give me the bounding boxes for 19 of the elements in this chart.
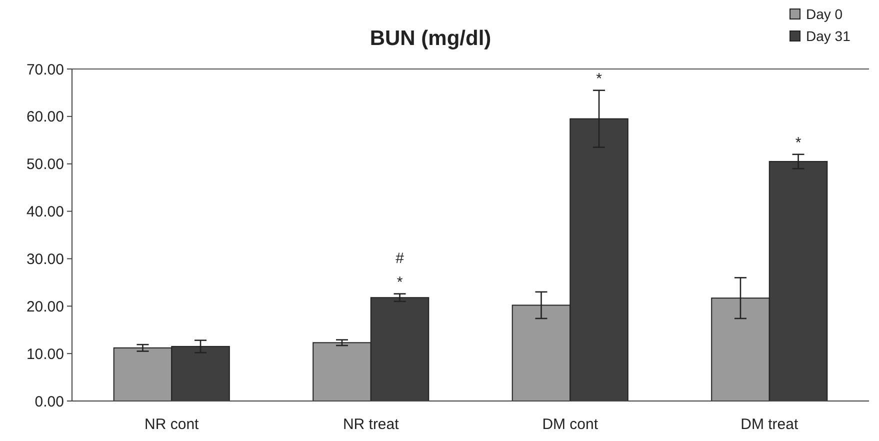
annotation: * (596, 70, 602, 88)
x-tick-label: DM cont (542, 416, 599, 433)
y-tick-label: 10.00 (26, 346, 64, 363)
x-tick-label: NR treat (342, 416, 400, 433)
y-tick-label: 30.00 (26, 250, 64, 268)
annotation: * (795, 134, 802, 152)
annotation: * (396, 274, 403, 292)
x-tick-label: NR cont (144, 416, 200, 433)
chart-title: BUN (mg/dl) (370, 27, 492, 50)
y-tick-label: 40.00 (26, 204, 64, 221)
annotation: # (396, 250, 405, 268)
legend-label: Day 0 (806, 6, 843, 22)
y-tick-label: 20.00 (26, 298, 64, 316)
y-tick-label: 50.00 (26, 156, 64, 174)
x-tick-label: DM treat (740, 416, 799, 433)
legend-label: Day 31 (806, 28, 851, 44)
y-tick-label: 0.00 (34, 393, 64, 410)
y-tick-label: 60.00 (26, 108, 64, 126)
y-tick-label: 70.00 (26, 61, 64, 78)
